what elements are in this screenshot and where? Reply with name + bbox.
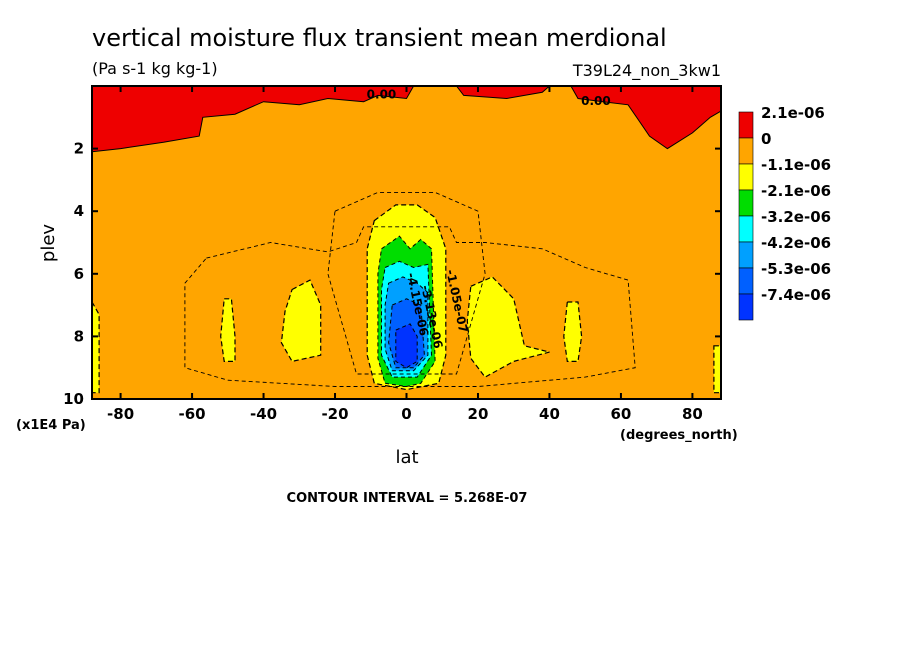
legend-swatch [738,293,754,321]
y-axis-label: plev [38,224,59,263]
dashed-contour-line [184,226,636,387]
positive-flux-region [92,86,415,153]
negative-flux-region [713,345,721,394]
positive-flux-region [455,86,551,100]
legend-label: -5.3e-06 [761,260,831,278]
x-tick-label: -60 [179,405,206,423]
x-tick-label: 0 [401,405,411,423]
color-legend: 2.1e-06 0 -1.1e-06 -2.1e-06 -3.2e-06 -4.2e-06… [738,104,831,321]
run-label: T39L24_non_3kw1 [572,61,721,81]
legend-swatch [738,137,754,165]
legend-swatch [738,215,754,243]
x-tick-label: 60 [610,405,631,423]
x-tick-label: 40 [539,405,560,423]
contour-label: 0.00 [367,88,397,102]
legend-label: -4.2e-06 [761,234,831,252]
legend-swatch [738,163,754,191]
plot-area: 0.00 0.00-1.05e-07-3.13e-06-4.15e-06 [92,86,721,399]
x-tick-label: 80 [682,405,703,423]
y-tick-label: 6 [74,265,84,283]
y-axis-units: (x1E4 Pa) [16,418,86,433]
y-tick-label: 4 [74,202,84,220]
y-tick-label: 2 [74,140,84,158]
x-tick-label: 20 [468,405,489,423]
legend-label: -2.1e-06 [761,182,831,200]
core-flux-band [395,323,418,369]
x-tick-label: -40 [250,405,277,423]
legend-swatch [738,241,754,269]
chart-title: vertical moisture flux transient mean me… [92,24,667,52]
legend-label: 0 [761,130,771,148]
axis-ticks: -80 -60 -40 -20 0 20 40 60 80 2 4 6 8 10 [63,86,721,423]
y-tick-label: 10 [63,390,84,408]
legend-swatch [738,189,754,217]
legend-swatch [738,267,754,295]
negative-flux-region [280,279,322,363]
negative-flux-region [563,301,583,362]
negative-flux-region [92,300,100,394]
legend-label: -3.2e-06 [761,208,831,226]
positive-flux-region [570,86,721,150]
dashed-contour-line [327,191,486,375]
chart-units: (Pa s-1 kg kg-1) [92,59,218,78]
contour-label: 0.00 [581,94,611,108]
x-axis-label: lat [395,447,418,468]
x-axis-units: (degrees_north) [620,428,738,443]
legend-label: -1.1e-06 [761,156,831,174]
negative-flux-region [466,276,550,378]
legend-label: 2.1e-06 [761,104,825,122]
legend-label: -7.4e-06 [761,286,831,304]
legend-swatch [738,111,754,139]
x-tick-label: -20 [321,405,348,423]
y-tick-label: 8 [74,327,84,345]
negative-flux-region [220,298,236,362]
x-tick-label: -80 [107,405,134,423]
contour-interval: CONTOUR INTERVAL = 5.268E-07 [287,491,528,506]
